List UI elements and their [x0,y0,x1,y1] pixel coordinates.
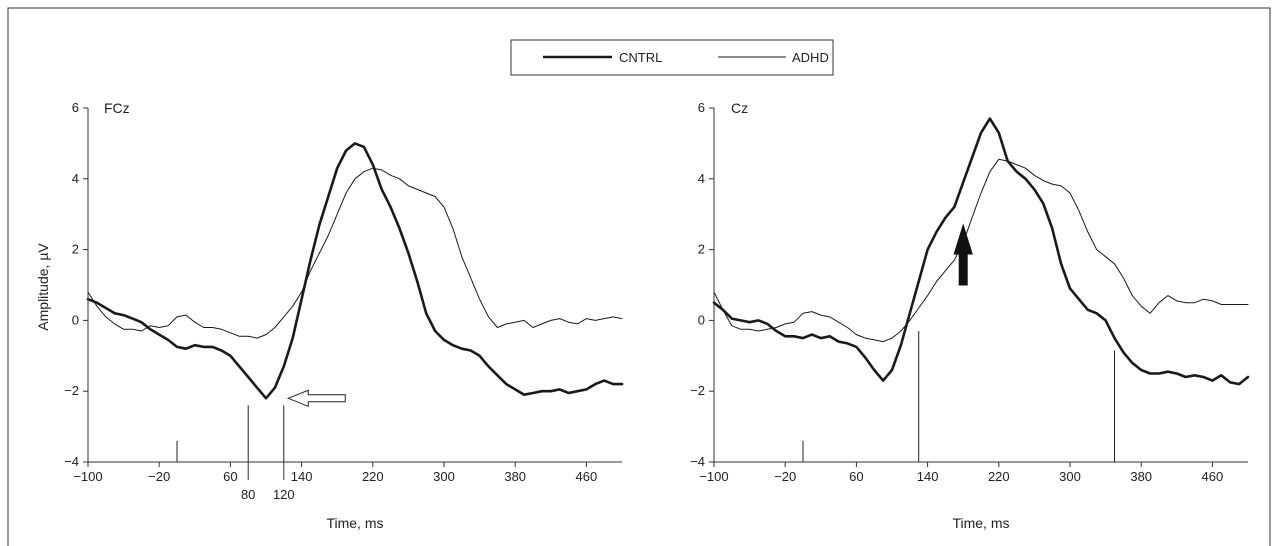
y-tick-label: 2 [698,242,705,257]
extra-tick-label: 120 [273,487,295,502]
series-line-cntrl [86,142,624,400]
panel-label: FCz [104,100,130,116]
y-tick-label: 6 [72,100,79,115]
x-tick-label: 300 [1059,469,1081,484]
x-tick-label: 60 [223,469,237,484]
x-tick-label: 460 [1202,469,1224,484]
panel-label: Cz [731,100,748,116]
series-line-adhd [87,167,623,339]
x-tick-label: 220 [988,469,1010,484]
x-tick-label: −100 [73,469,102,484]
y-tick-label: 0 [698,312,705,327]
y-tick-label: −2 [64,383,79,398]
arrow-annotation [286,389,346,408]
y-axis-label: Amplitude, µV [35,243,51,331]
series-line-cntrl [712,117,1250,386]
y-tick-label: 4 [698,171,705,186]
x-tick-label: −20 [148,469,170,484]
y-tick-label: −2 [690,383,705,398]
x-axis-label: Time, ms [952,515,1009,531]
y-tick-label: 4 [72,171,79,186]
extra-tick-label: 80 [241,487,255,502]
y-tick-label: 6 [698,100,705,115]
legend-label-cntrl: CNTRL [619,50,662,65]
y-tick-label: 2 [72,242,79,257]
x-tick-label: 300 [433,469,455,484]
x-tick-label: −100 [699,469,728,484]
x-tick-label: −20 [774,469,796,484]
x-tick-label: 140 [917,469,939,484]
arrow-annotation [953,223,973,286]
series-line-adhd [713,158,1249,343]
figure-border [7,7,1271,546]
y-tick-label: −4 [690,454,705,469]
y-tick-label: 0 [72,312,79,327]
x-tick-label: 220 [362,469,384,484]
x-tick-label: 140 [291,469,313,484]
x-tick-label: 380 [504,469,526,484]
legend-label-adhd: ADHD [792,50,829,65]
x-axis-label: Time, ms [326,515,383,531]
y-tick-label: −4 [64,454,79,469]
x-tick-label: 60 [849,469,863,484]
x-tick-label: 460 [576,469,598,484]
x-tick-label: 380 [1130,469,1152,484]
legend: CNTRL ADHD [510,39,834,76]
